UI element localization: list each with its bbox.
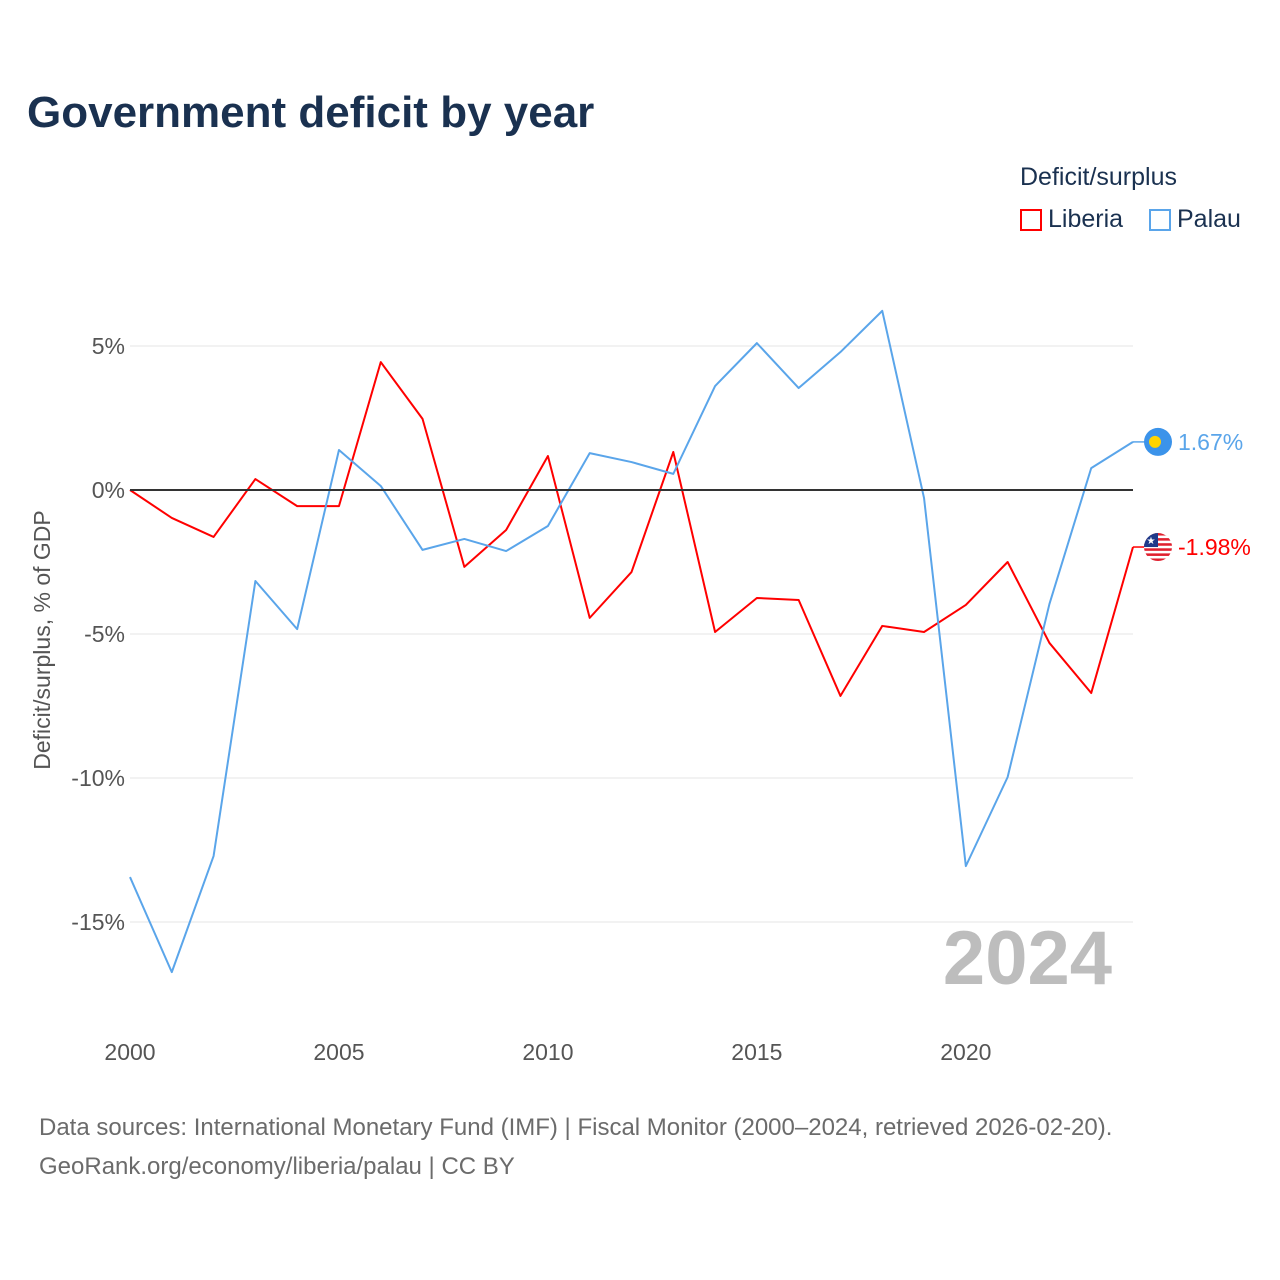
source-note: Data sources: International Monetary Fun…: [39, 1108, 1112, 1186]
y-tick-label: -10%: [71, 765, 125, 791]
end-value-label-liberia: -1.98%: [1178, 534, 1251, 560]
y-tick-label: -15%: [71, 909, 125, 935]
x-tick-label: 2005: [313, 1039, 364, 1065]
y-tick-label: 0%: [92, 477, 125, 503]
legend-swatch-liberia: [1020, 208, 1042, 231]
y-tick-label: 5%: [92, 333, 125, 359]
legend-swatch-palau: [1149, 208, 1171, 231]
x-tick-label: 2020: [940, 1039, 991, 1065]
series-line-liberia: [129, 361, 1134, 697]
x-tick-label: 2015: [731, 1039, 782, 1065]
svg-text:★: ★: [1147, 536, 1156, 547]
legend-label: Liberia: [1048, 205, 1124, 233]
legend-label: Palau: [1177, 205, 1241, 233]
legend-item-palau[interactable]: Palau: [1149, 205, 1241, 234]
palau-flag-moon-icon: [1149, 435, 1161, 448]
y-axis-label: Deficit/surplus, % of GDP: [29, 510, 55, 769]
legend-title: Deficit/surplus: [1020, 163, 1177, 191]
legend-item-liberia[interactable]: Liberia: [1020, 205, 1123, 234]
x-tick-label: 2000: [104, 1039, 155, 1065]
y-tick-label: -5%: [84, 621, 125, 647]
chart-title: Government deficit by year: [27, 88, 595, 137]
year-watermark: 2024: [943, 916, 1112, 1001]
end-value-label-palau: 1.67%: [1178, 429, 1243, 455]
liberia-flag-icon: ★: [1144, 533, 1172, 562]
source-line-1: Data sources: International Monetary Fun…: [39, 1114, 1113, 1141]
source-line-2: GeoRank.org/economy/liberia/palau | CC B…: [39, 1153, 515, 1180]
series-line-palau: [129, 309, 1134, 974]
x-tick-label: 2010: [522, 1039, 573, 1065]
